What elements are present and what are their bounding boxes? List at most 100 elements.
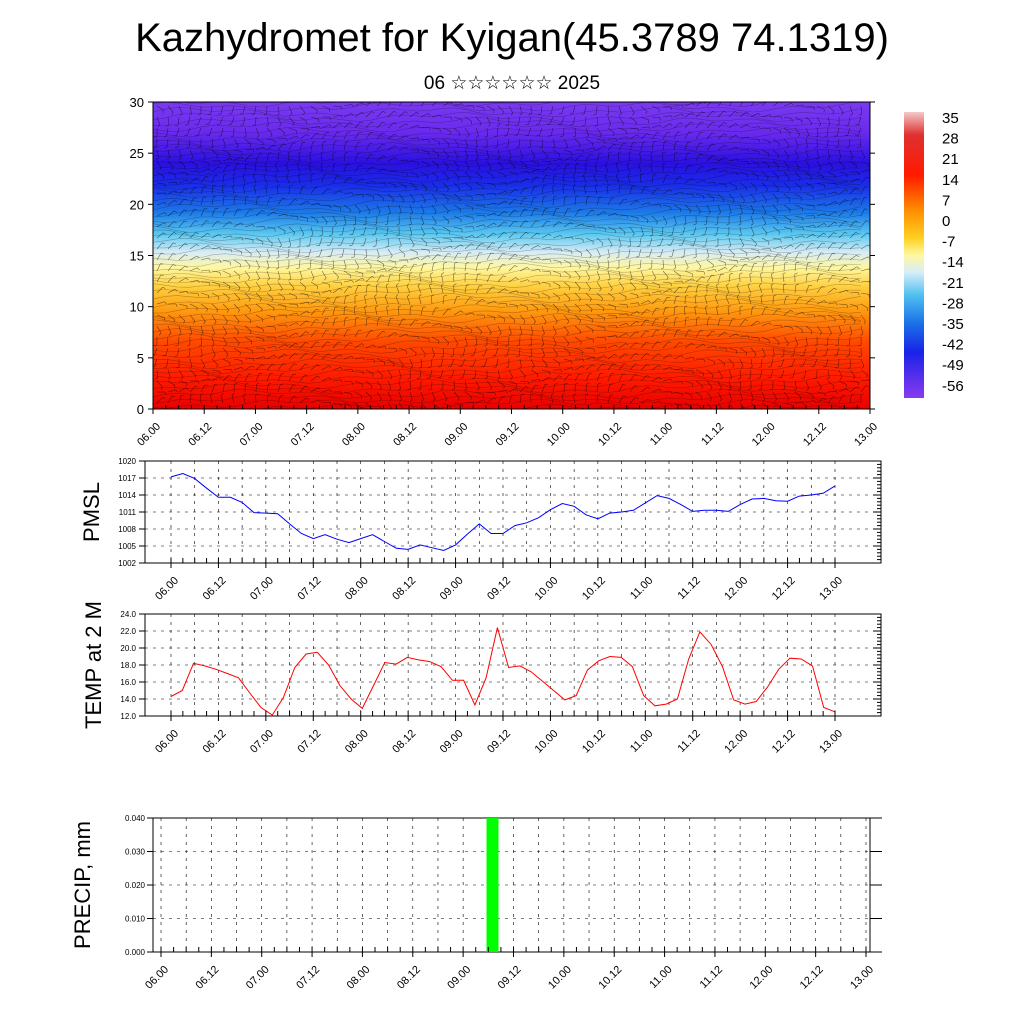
wind-barb-flag: [615, 315, 617, 319]
wind-barb-flag: [780, 324, 783, 328]
wind-barb: [607, 259, 610, 268]
wind-barb: [464, 297, 470, 305]
wind-barb: [343, 342, 351, 349]
wind-barb: [519, 380, 529, 382]
wind-barb-flag: [778, 231, 780, 235]
wind-barb: [662, 288, 671, 294]
wind-barb-flag: [846, 304, 849, 308]
wind-barb-flag: [306, 397, 309, 400]
wind-barb-flag: [712, 155, 716, 157]
wind-barb: [475, 127, 479, 136]
wind-barb-flag: [558, 375, 562, 378]
wind-barb-flag: [208, 282, 211, 286]
wind-barb: [266, 281, 272, 289]
wind-barb-flag: [278, 151, 282, 154]
wind-barb-flag: [367, 284, 371, 286]
wind-barb-flag: [745, 187, 747, 191]
wind-barb: [310, 142, 313, 151]
wind-barb-flag: [793, 388, 797, 391]
wind-barb-flag: [404, 100, 407, 101]
wind-barb-flag: [548, 233, 552, 237]
wind-barb: [321, 175, 324, 184]
wind-barb-flag: [393, 363, 395, 367]
wind-barb: [222, 347, 229, 355]
wind-barb: [464, 391, 472, 397]
wind-barb-flag: [681, 381, 684, 385]
wind-barb: [497, 380, 505, 386]
xtick-label: 08.12: [395, 964, 423, 992]
ytick-label: 0.000: [125, 948, 146, 957]
wind-barb-flag: [459, 198, 461, 202]
wind-barb-flag: [595, 184, 598, 187]
wind-barb: [728, 380, 732, 389]
wind-barb-flag: [477, 273, 481, 275]
wind-barb: [310, 126, 319, 129]
wind-barb: [453, 252, 459, 261]
wind-barb-flag: [860, 393, 864, 396]
xtick-label: 10.12: [580, 728, 608, 756]
wind-barb: [618, 384, 623, 393]
wind-barb: [431, 336, 440, 342]
wind-barb-flag: [447, 143, 450, 148]
wind-barb: [838, 325, 842, 334]
wind-barb-flag: [747, 149, 750, 153]
wind-barb: [638, 248, 642, 257]
wind-barb-flag: [628, 151, 632, 154]
wind-barb: [484, 347, 488, 356]
wind-barb: [178, 105, 183, 114]
wind-barb-flag: [386, 305, 390, 308]
wind-barb-flag: [257, 266, 260, 270]
wind-barb: [321, 297, 328, 305]
streamline: [153, 122, 862, 133]
wind-barb: [704, 226, 708, 235]
streamline: [153, 187, 862, 198]
wind-barb-flag: [431, 294, 435, 297]
wind-barb-flag: [502, 111, 504, 115]
wind-barb: [563, 314, 570, 322]
wind-barb: [343, 286, 350, 294]
wind-barb: [308, 248, 312, 257]
wind-barb: [563, 138, 569, 147]
wind-barb: [805, 224, 814, 228]
wind-barb-flag: [593, 113, 597, 116]
wind-barb: [376, 204, 381, 213]
wind-barb-flag: [527, 292, 530, 296]
wind-barb: [838, 171, 847, 175]
wind-barb: [739, 237, 745, 246]
wind-barb: [574, 127, 577, 137]
wind-barb-flag: [538, 269, 541, 273]
wind-barb: [585, 373, 590, 382]
wind-barb-flag: [503, 242, 507, 245]
wind-barb-flag: [527, 171, 530, 175]
wind-barb: [156, 149, 159, 158]
wind-barb-flag: [265, 184, 269, 187]
wind-barb-flag: [296, 215, 299, 220]
wind-barb-flag: [710, 387, 713, 390]
wind-barb-flag: [228, 221, 232, 224]
wind-barb: [695, 380, 703, 386]
wind-barb-flag: [636, 200, 640, 203]
wind-barb-flag: [406, 259, 409, 263]
wind-barb: [530, 257, 539, 261]
wind-barb: [343, 215, 347, 224]
wind-barb: [541, 384, 546, 393]
wind-barb-flag: [715, 245, 719, 248]
wind-barb: [838, 199, 846, 206]
wind-barb: [585, 197, 588, 206]
wind-barb-flag: [197, 293, 200, 297]
wind-barb-flag: [685, 294, 689, 297]
wind-barb-flag: [417, 257, 420, 261]
wind-barb: [277, 248, 280, 257]
wind-barb-flag: [724, 144, 728, 147]
wind-barb: [156, 192, 165, 195]
wind-barb: [794, 380, 797, 389]
wind-barb: [739, 226, 742, 235]
ytick-label: 0.030: [125, 848, 146, 857]
wind-barb: [288, 384, 294, 393]
wind-barb: [299, 331, 307, 338]
wind-barb: [167, 181, 177, 184]
wind-barb-flag: [456, 167, 459, 171]
wind-barb: [693, 237, 697, 246]
wind-barb-flag: [646, 375, 650, 378]
